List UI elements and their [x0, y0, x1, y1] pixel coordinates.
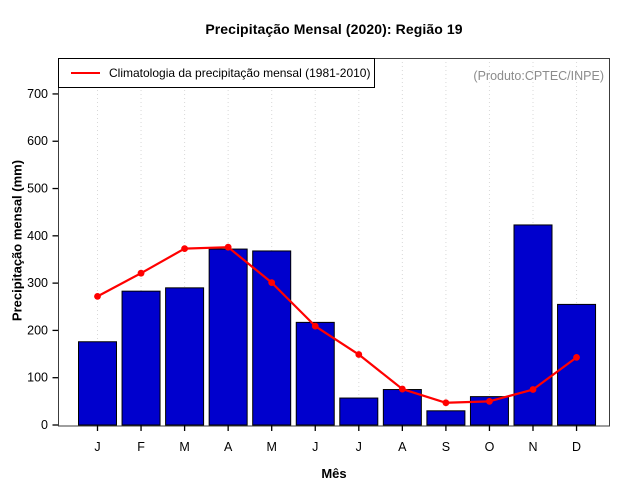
x-tick-label: A: [224, 440, 233, 454]
climatology-point: [137, 269, 145, 277]
legend-label: Climatologia da precipitação mensal (198…: [109, 66, 371, 80]
bar: [252, 250, 292, 426]
x-tick-label: O: [485, 440, 495, 454]
x-tick-label: A: [398, 440, 407, 454]
climatology-point: [442, 399, 450, 407]
x-tick-label: M: [179, 440, 189, 454]
x-tick-label: D: [572, 440, 581, 454]
y-tick-label: 200: [27, 323, 48, 337]
bar: [557, 303, 597, 426]
climatology-point: [94, 292, 101, 300]
bar: [78, 341, 117, 426]
climatology-point: [398, 385, 406, 393]
y-tick-label: 600: [27, 134, 48, 148]
y-tick-label: 400: [27, 229, 48, 243]
y-tick-label: 500: [27, 182, 48, 196]
chart-title: Precipitação Mensal (2020): Região 19: [205, 21, 463, 37]
bar: [426, 410, 466, 426]
x-tick-label: N: [528, 440, 537, 454]
x-tick-label: J: [356, 440, 362, 454]
x-tick-label: F: [137, 440, 145, 454]
x-tick-label: J: [312, 440, 318, 454]
y-tick-label: 700: [27, 87, 48, 101]
x-tick-label: M: [266, 440, 276, 454]
bar: [339, 397, 379, 426]
climatology-point: [573, 353, 580, 361]
producer-annotation: (Produto:CPTEC/INPE): [473, 69, 604, 83]
bar: [295, 321, 335, 426]
x-axis-title: Mês: [321, 466, 347, 481]
climatology-point: [224, 243, 232, 251]
climatology-line: [96, 246, 578, 404]
climatology-point: [486, 397, 493, 405]
climatology-point: [529, 386, 537, 393]
climatology-point: [181, 245, 189, 252]
x-tick-label: S: [442, 440, 450, 454]
bar: [165, 287, 205, 426]
legend-line-icon: [71, 72, 100, 74]
y-axis-title: Precipitação mensal (mm): [9, 159, 25, 322]
bar: [382, 389, 422, 426]
climatology-point: [268, 279, 276, 287]
y-tick-label: 300: [27, 276, 48, 290]
bar: [121, 290, 161, 426]
bar: [513, 224, 553, 426]
legend: Climatologia da precipitação mensal (198…: [58, 58, 375, 88]
bar: [208, 248, 248, 426]
y-tick-label: 0: [41, 418, 48, 432]
climatology-point: [355, 351, 363, 358]
y-tick-label: 100: [27, 371, 48, 385]
climatology-point: [311, 322, 319, 330]
x-tick-label: J: [94, 440, 100, 454]
